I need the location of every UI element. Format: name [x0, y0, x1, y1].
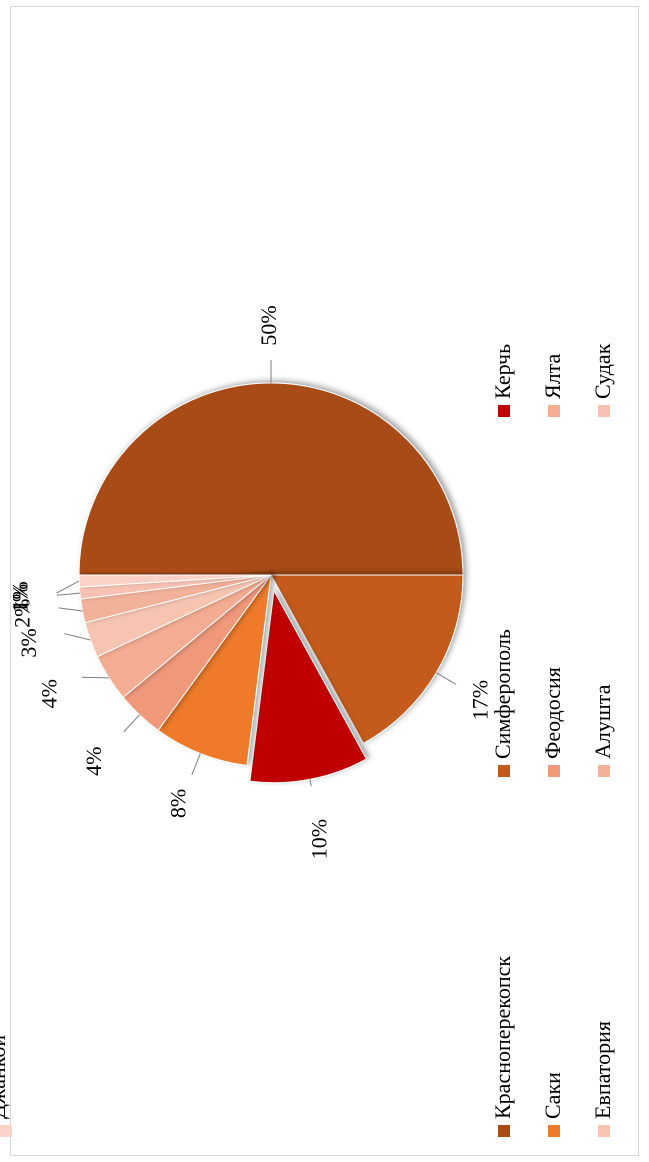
legend-swatch-9 — [598, 405, 610, 417]
data-label-6: 4% — [36, 679, 61, 708]
legend-label-7: Евпатория — [590, 1021, 615, 1119]
legend-label-1: Красноперекопск — [490, 956, 515, 1119]
leader-line-5 — [123, 714, 140, 733]
legend-swatch-1 — [498, 1125, 510, 1137]
pie-slice-3 — [249, 589, 368, 784]
data-label-1: 50% — [256, 305, 281, 345]
legend-swatch-10 — [0, 1125, 12, 1137]
legend-swatch-4 — [548, 1125, 560, 1137]
leader-line-9 — [56, 592, 80, 596]
leader-lines — [56, 359, 457, 787]
data-labels: 50%17%10%8%4%4%3%2%1%1% — [7, 305, 492, 859]
data-label-3: 10% — [306, 819, 331, 859]
legend-label-8: Алушта — [590, 684, 615, 759]
data-label-8: 2% — [9, 599, 34, 628]
legend-label-3: Керчь — [490, 344, 515, 399]
leader-line-6 — [81, 676, 109, 679]
legend-swatch-5 — [548, 765, 560, 777]
legend-label-4: Саки — [540, 1072, 565, 1119]
pie-slice-4 — [157, 574, 272, 767]
leader-line-2 — [436, 672, 457, 685]
data-label-10: 1% — [7, 581, 32, 610]
leader-line-4 — [191, 753, 201, 776]
leader-line-10 — [56, 580, 80, 594]
legend-swatch-3 — [498, 405, 510, 417]
legend-swatch-2 — [498, 765, 510, 777]
data-label-9: 1% — [8, 584, 33, 613]
legend-label-9: Судак — [590, 343, 615, 399]
legend-swatch-6 — [548, 405, 560, 417]
data-label-7: 3% — [16, 628, 41, 657]
pie-slice-1 — [78, 382, 464, 576]
data-label-5: 4% — [81, 746, 106, 775]
leader-line-3 — [309, 779, 312, 787]
leader-line-8 — [58, 607, 83, 612]
data-label-4: 8% — [166, 789, 191, 818]
data-label-2: 17% — [468, 680, 493, 720]
pie-slices — [78, 382, 464, 784]
legend-swatch-7 — [598, 1125, 610, 1137]
legend-label-6: Ялта — [540, 353, 565, 399]
legend-swatch-8 — [598, 765, 610, 777]
legend-label-10: Джанкой — [0, 1035, 10, 1119]
legend-label-5: Феодосия — [540, 667, 565, 759]
legend: Красноперекопск Симферополь Керчь Саки Феодо… — [0, 343, 615, 1137]
leader-line-7 — [63, 633, 91, 641]
legend-label-2: Симферополь — [490, 629, 515, 759]
